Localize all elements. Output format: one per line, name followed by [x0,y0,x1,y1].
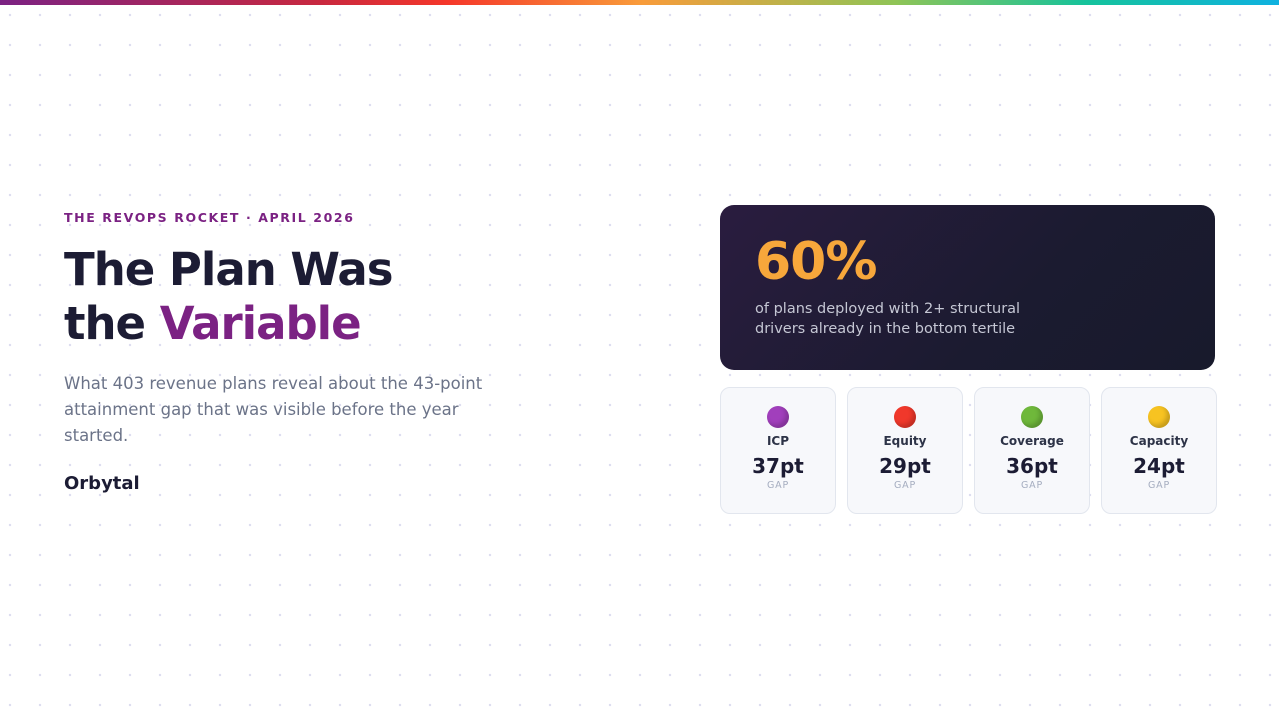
title-prefix: the [64,297,160,350]
green-circle-icon [1021,406,1043,428]
page-title: The Plan Was the Variable [64,243,544,351]
gradient-top-bar [0,0,1279,5]
title-line-1: The Plan Was [64,243,394,296]
subtitle: What 403 revenue plans reveal about the … [64,374,483,445]
card-unit: GAP [1148,480,1170,491]
card-value: 29pt [879,454,931,478]
card-unit: GAP [894,480,916,491]
title-line-2: the Variable [64,297,544,351]
card-unit: GAP [767,480,789,491]
card-value: 24pt [1133,454,1185,478]
driver-card-coverage: Coverage 36pt GAP [974,387,1090,514]
title-accent: Variable [159,297,362,350]
yellow-circle-icon [1148,406,1170,428]
purple-circle-icon [767,406,789,428]
card-label: Coverage [1000,434,1064,448]
red-circle-icon [894,406,916,428]
card-label: Equity [883,434,927,448]
driver-card-icp: ICP 37pt GAP [720,387,836,514]
card-label: ICP [766,434,790,448]
card-label: Capacity [1129,434,1189,448]
kicker: THE REVOPS ROCKET · APRIL 2026 [64,210,355,225]
brand-name: Orbytal [64,473,140,494]
intro-section: THE REVOPS ROCKET · APRIL 2026 The Plan … [64,210,544,494]
hero-stat: 60% [755,232,877,292]
hero-description: of plans deployed with 2+ structural dri… [755,301,1021,337]
hero-stat-card: 60% of plans deployed with 2+ structural… [720,205,1215,370]
card-unit: GAP [1021,480,1043,491]
driver-card-equity: Equity 29pt GAP [847,387,963,514]
driver-cards: ICP 37pt GAP Equity 29pt GAP Coverage 36… [720,387,1217,514]
driver-card-capacity: Capacity 24pt GAP [1101,387,1217,514]
card-value: 36pt [1006,454,1058,478]
card-value: 37pt [752,454,804,478]
